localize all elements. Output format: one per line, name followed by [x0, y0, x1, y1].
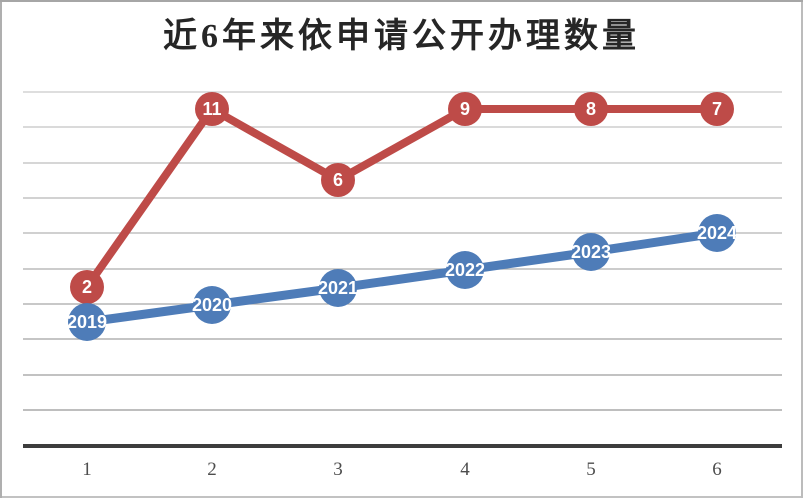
requests-handled-label: 6	[333, 170, 343, 190]
x-axis-tick-label: 3	[333, 459, 343, 480]
x-axis-tick-label: 1	[82, 459, 92, 480]
x-axis-tick-label: 4	[460, 459, 470, 480]
year-marker	[68, 303, 106, 341]
requests-handled-marker	[70, 270, 104, 304]
chart-title: 近6年来依申请公开办理数量	[163, 18, 640, 55]
year-label: 2019	[67, 312, 107, 332]
requests-handled-line	[83, 105, 717, 290]
year-marker	[698, 214, 736, 252]
x-axis-tick-label: 6	[712, 459, 722, 480]
requests-handled-marker	[700, 92, 734, 126]
year-marker	[319, 269, 357, 307]
requests-handled-label: 9	[460, 99, 470, 119]
x-axis-tick-label: 5	[586, 459, 596, 480]
year-label: 2020	[192, 295, 232, 315]
year-line	[86, 228, 718, 327]
requests-handled-label: 7	[712, 99, 722, 119]
x-axis-tick-label: 2	[207, 459, 217, 480]
requests-handled-label: 8	[586, 99, 596, 119]
requests-handled-marker	[448, 92, 482, 126]
requests-handled-label: 2	[82, 277, 92, 297]
year-marker	[572, 233, 610, 271]
year-label: 2023	[571, 242, 611, 262]
year-label: 2021	[318, 278, 358, 298]
requests-handled-label: 11	[202, 99, 221, 119]
requests-handled-marker	[195, 92, 229, 126]
requests-handled-marker	[574, 92, 608, 126]
year-marker	[446, 251, 484, 289]
year-label: 2024	[697, 223, 737, 243]
year-label: 2022	[445, 260, 485, 280]
year-marker	[193, 286, 231, 324]
requests-handled-marker	[321, 163, 355, 197]
